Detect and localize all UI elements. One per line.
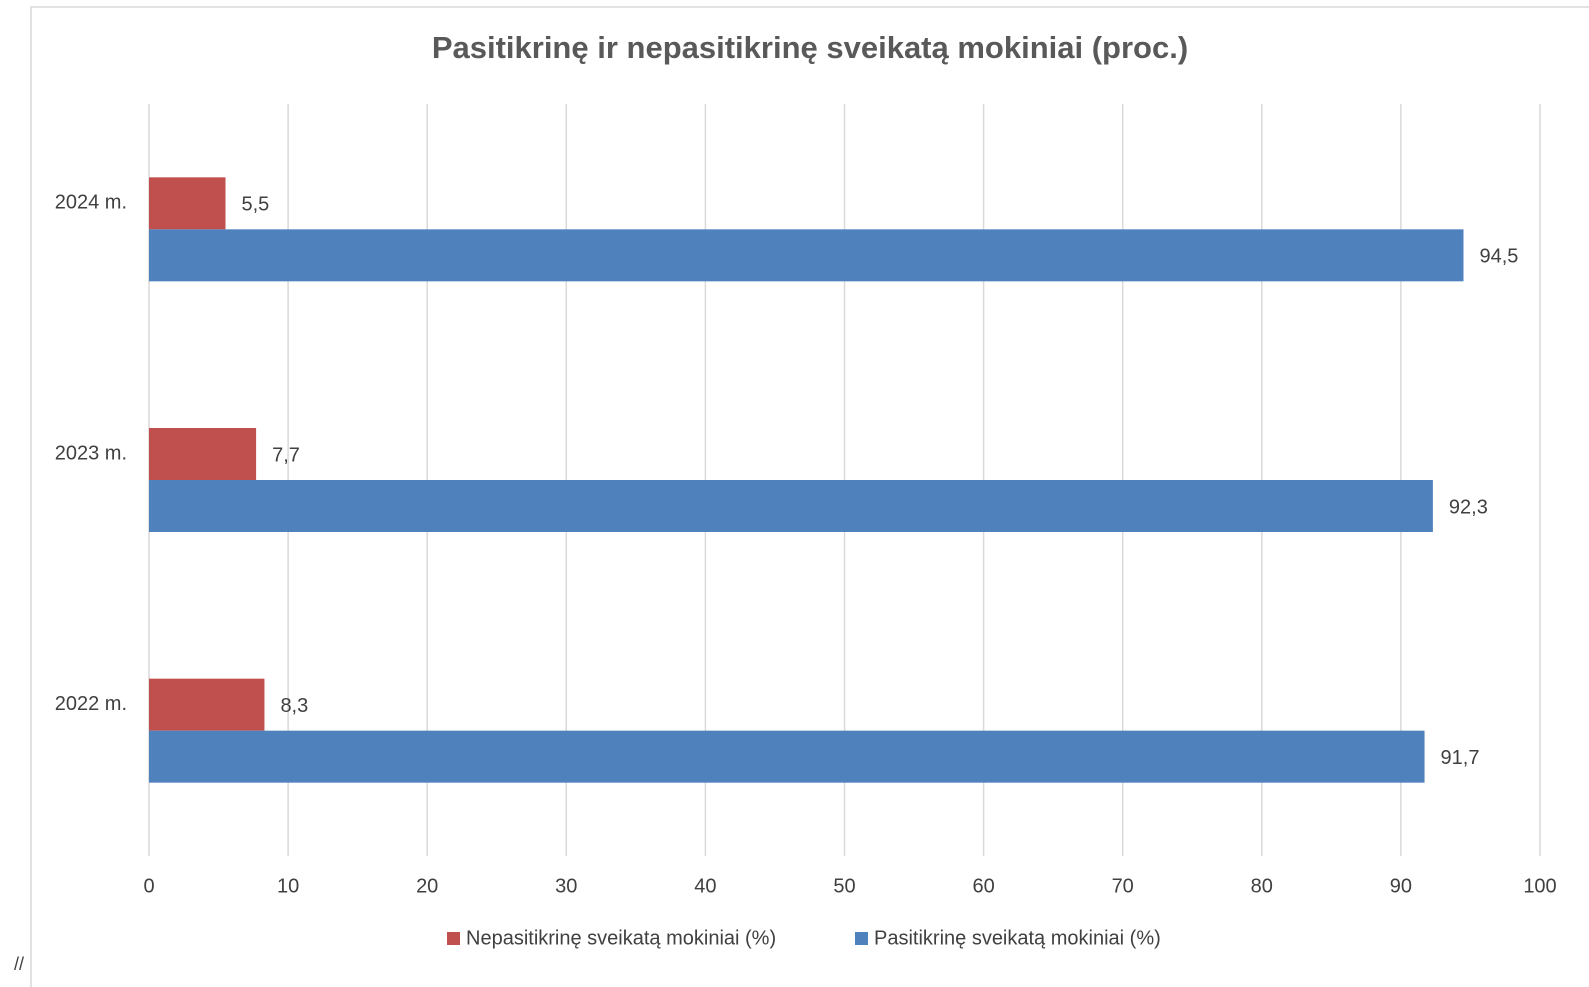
chart-frame [30,6,1589,987]
bar [149,678,265,731]
data-label: 7,7 [272,444,300,466]
x-tick-label: 0 [143,875,154,897]
annotation: // [14,954,24,974]
legend-swatch [447,932,460,945]
x-tick-label: 10 [277,875,299,897]
bar [149,229,1464,282]
bar [149,177,226,230]
x-tick-label: 40 [694,875,716,897]
data-label: 91,7 [1441,747,1480,769]
bar [149,480,1433,532]
y-tick-label: 2024 m. [55,192,127,214]
data-label: 8,3 [280,695,308,717]
x-tick-label: 90 [1390,875,1412,897]
x-tick-label: 100 [1523,875,1556,897]
bar [149,730,1425,783]
legend-label: Nepasitikrinę sveikatą mokiniai (%) [466,927,776,949]
bar [149,428,257,480]
y-tick-label: 2022 m. [55,693,127,715]
data-label: 94,5 [1479,246,1518,268]
x-tick-label: 30 [555,875,577,897]
x-tick-label: 80 [1251,875,1273,897]
chart-title: Pasitikrinę ir nepasitikrinę sveikatą mo… [432,30,1188,65]
legend-swatch [855,932,868,945]
data-label: 5,5 [242,194,270,216]
x-tick-label: 70 [1112,875,1134,897]
y-tick-label: 2023 m. [55,442,127,464]
x-tick-label: 50 [833,875,855,897]
x-tick-label: 60 [972,875,994,897]
legend-label: Pasitikrinę sveikatą mokiniai (%) [874,927,1161,949]
data-label: 92,3 [1449,496,1488,518]
x-tick-label: 20 [416,875,438,897]
